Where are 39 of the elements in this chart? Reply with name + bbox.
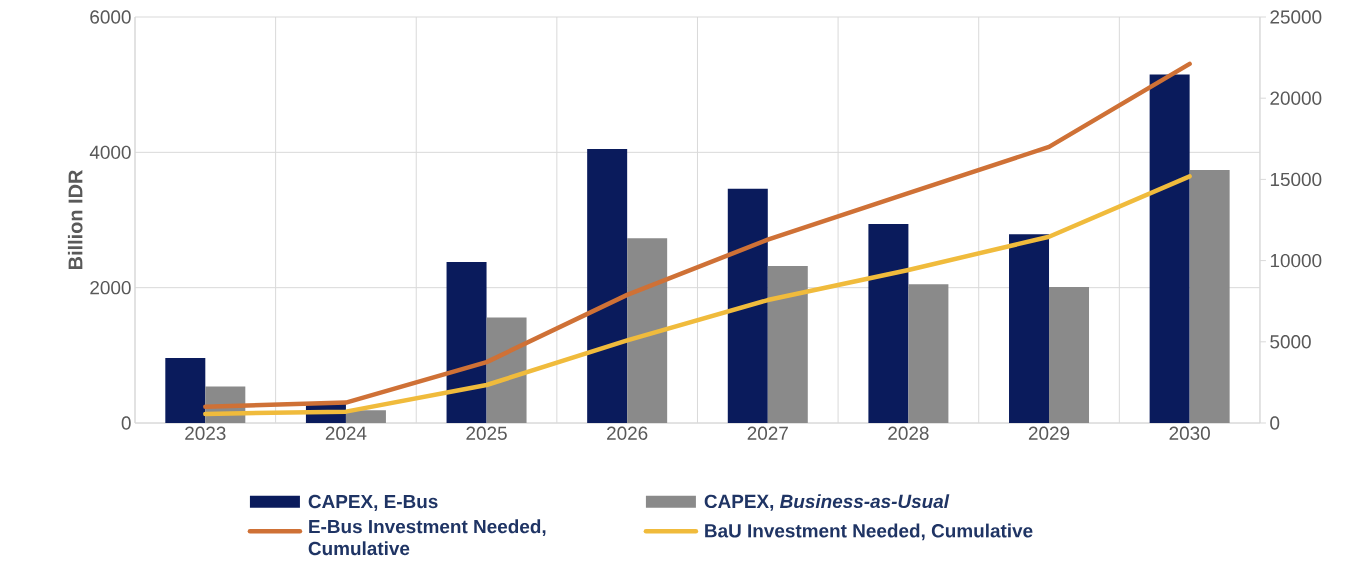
x-tick-label: 2025 <box>466 426 507 440</box>
x-tick-label: 2026 <box>607 426 648 440</box>
x-tick-label: 2027 <box>747 426 788 440</box>
y-tick-label: 6000 <box>90 10 131 24</box>
bar <box>446 261 487 423</box>
y2-tick-label: 25000 <box>1270 10 1322 24</box>
y2-tick-label: 10000 <box>1270 253 1322 268</box>
y2-tick-label: 5000 <box>1270 335 1311 349</box>
line-series <box>203 61 1192 410</box>
bar <box>627 238 668 423</box>
y-tick-label: 0 <box>121 416 131 430</box>
x-tick-label: 2024 <box>325 426 367 440</box>
bar <box>868 224 909 423</box>
x-tick-label: 2028 <box>888 426 929 440</box>
y2-tick-label: 20000 <box>1270 91 1322 105</box>
bar <box>165 358 206 423</box>
bar <box>767 266 808 423</box>
legend-label: CAPEX, Business-as-Usual <box>704 494 950 511</box>
legend-label: CAPEX, E-Bus <box>308 494 438 511</box>
bar <box>727 188 768 423</box>
bar <box>1149 74 1190 423</box>
bar <box>1009 234 1050 423</box>
y-tick-label: 2000 <box>90 280 131 295</box>
line-series <box>203 174 1192 417</box>
legend-label: BaU Investment Needed, Cumulative <box>705 523 1033 541</box>
bar <box>1049 286 1090 423</box>
y-tick-label: 4000 <box>89 145 131 160</box>
bar <box>1189 169 1230 423</box>
y2-tick-label: 15000 <box>1270 172 1322 187</box>
bar <box>486 317 527 423</box>
x-tick-label: 2029 <box>1028 426 1070 440</box>
y-axis-title: Billion IDR <box>67 170 83 270</box>
bar <box>345 410 386 423</box>
x-tick-label: 2030 <box>1169 426 1210 440</box>
bar <box>587 148 628 423</box>
x-tick-label: 2023 <box>185 426 226 440</box>
bar <box>908 284 949 423</box>
y2-tick-label: 0 <box>1270 416 1280 430</box>
legend-label: E-Bus Investment Needed, Cumulative <box>308 519 546 556</box>
